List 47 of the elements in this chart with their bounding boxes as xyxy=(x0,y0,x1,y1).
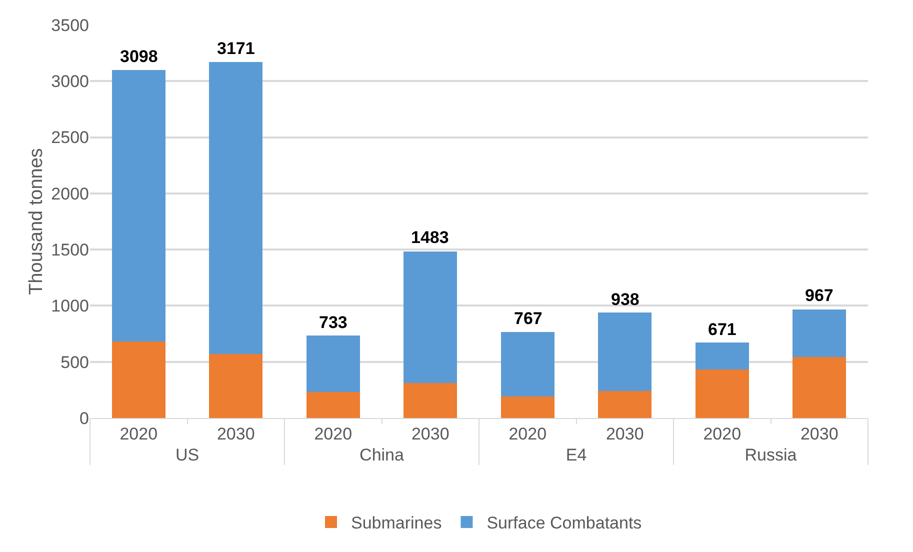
x-tick-label: 2030 xyxy=(411,424,450,444)
bar xyxy=(306,392,360,418)
bar xyxy=(404,383,458,418)
bar xyxy=(598,391,652,418)
text: E4 xyxy=(566,445,587,464)
y-tick-label: 3500 xyxy=(51,16,89,35)
text: Russia xyxy=(744,445,798,464)
total-label: 1483 xyxy=(411,228,449,247)
x-tick-label: 2020 xyxy=(314,424,352,444)
bar xyxy=(792,309,846,357)
x-tick-label: 2030 xyxy=(606,424,644,444)
y-tick-label: 2000 xyxy=(51,184,89,204)
x-tick-label: 2020 xyxy=(120,424,158,444)
total-label: 671 xyxy=(708,320,736,339)
total-label: 733 xyxy=(319,313,348,332)
bar xyxy=(792,356,846,418)
bar xyxy=(695,342,749,370)
text: US xyxy=(175,445,200,464)
bar xyxy=(500,332,554,397)
y-tick-label: 0 xyxy=(80,408,89,428)
y-tick-label: 500 xyxy=(60,352,89,372)
total-label: 3171 xyxy=(217,39,255,58)
legend-label: Submarines xyxy=(351,514,442,533)
bar xyxy=(695,370,749,418)
total-label: 938 xyxy=(611,290,640,309)
bar xyxy=(112,70,166,342)
bar xyxy=(306,336,360,392)
text: China xyxy=(360,445,404,464)
bar xyxy=(598,312,652,392)
y-tick-label: 1500 xyxy=(51,240,89,260)
total-label: 3098 xyxy=(120,47,158,66)
y-axis-title: Thousand tonnes xyxy=(26,148,47,295)
x-tick-label: 2030 xyxy=(216,424,255,444)
bar xyxy=(112,342,166,418)
bar xyxy=(209,62,263,354)
y-tick-label: 3000 xyxy=(51,72,89,92)
legend-label: Surface Combatants xyxy=(486,514,642,533)
total-label: 767 xyxy=(514,309,542,328)
x-tick-label: 2030 xyxy=(800,424,838,444)
y-tick-label: 1000 xyxy=(51,296,89,316)
bar xyxy=(500,396,554,418)
y-tick-label: 2500 xyxy=(51,128,89,148)
bar xyxy=(209,354,263,418)
bar xyxy=(404,251,458,384)
x-tick-label: 2020 xyxy=(508,424,547,444)
total-label: 967 xyxy=(805,286,834,305)
x-tick-label: 2020 xyxy=(703,424,742,444)
